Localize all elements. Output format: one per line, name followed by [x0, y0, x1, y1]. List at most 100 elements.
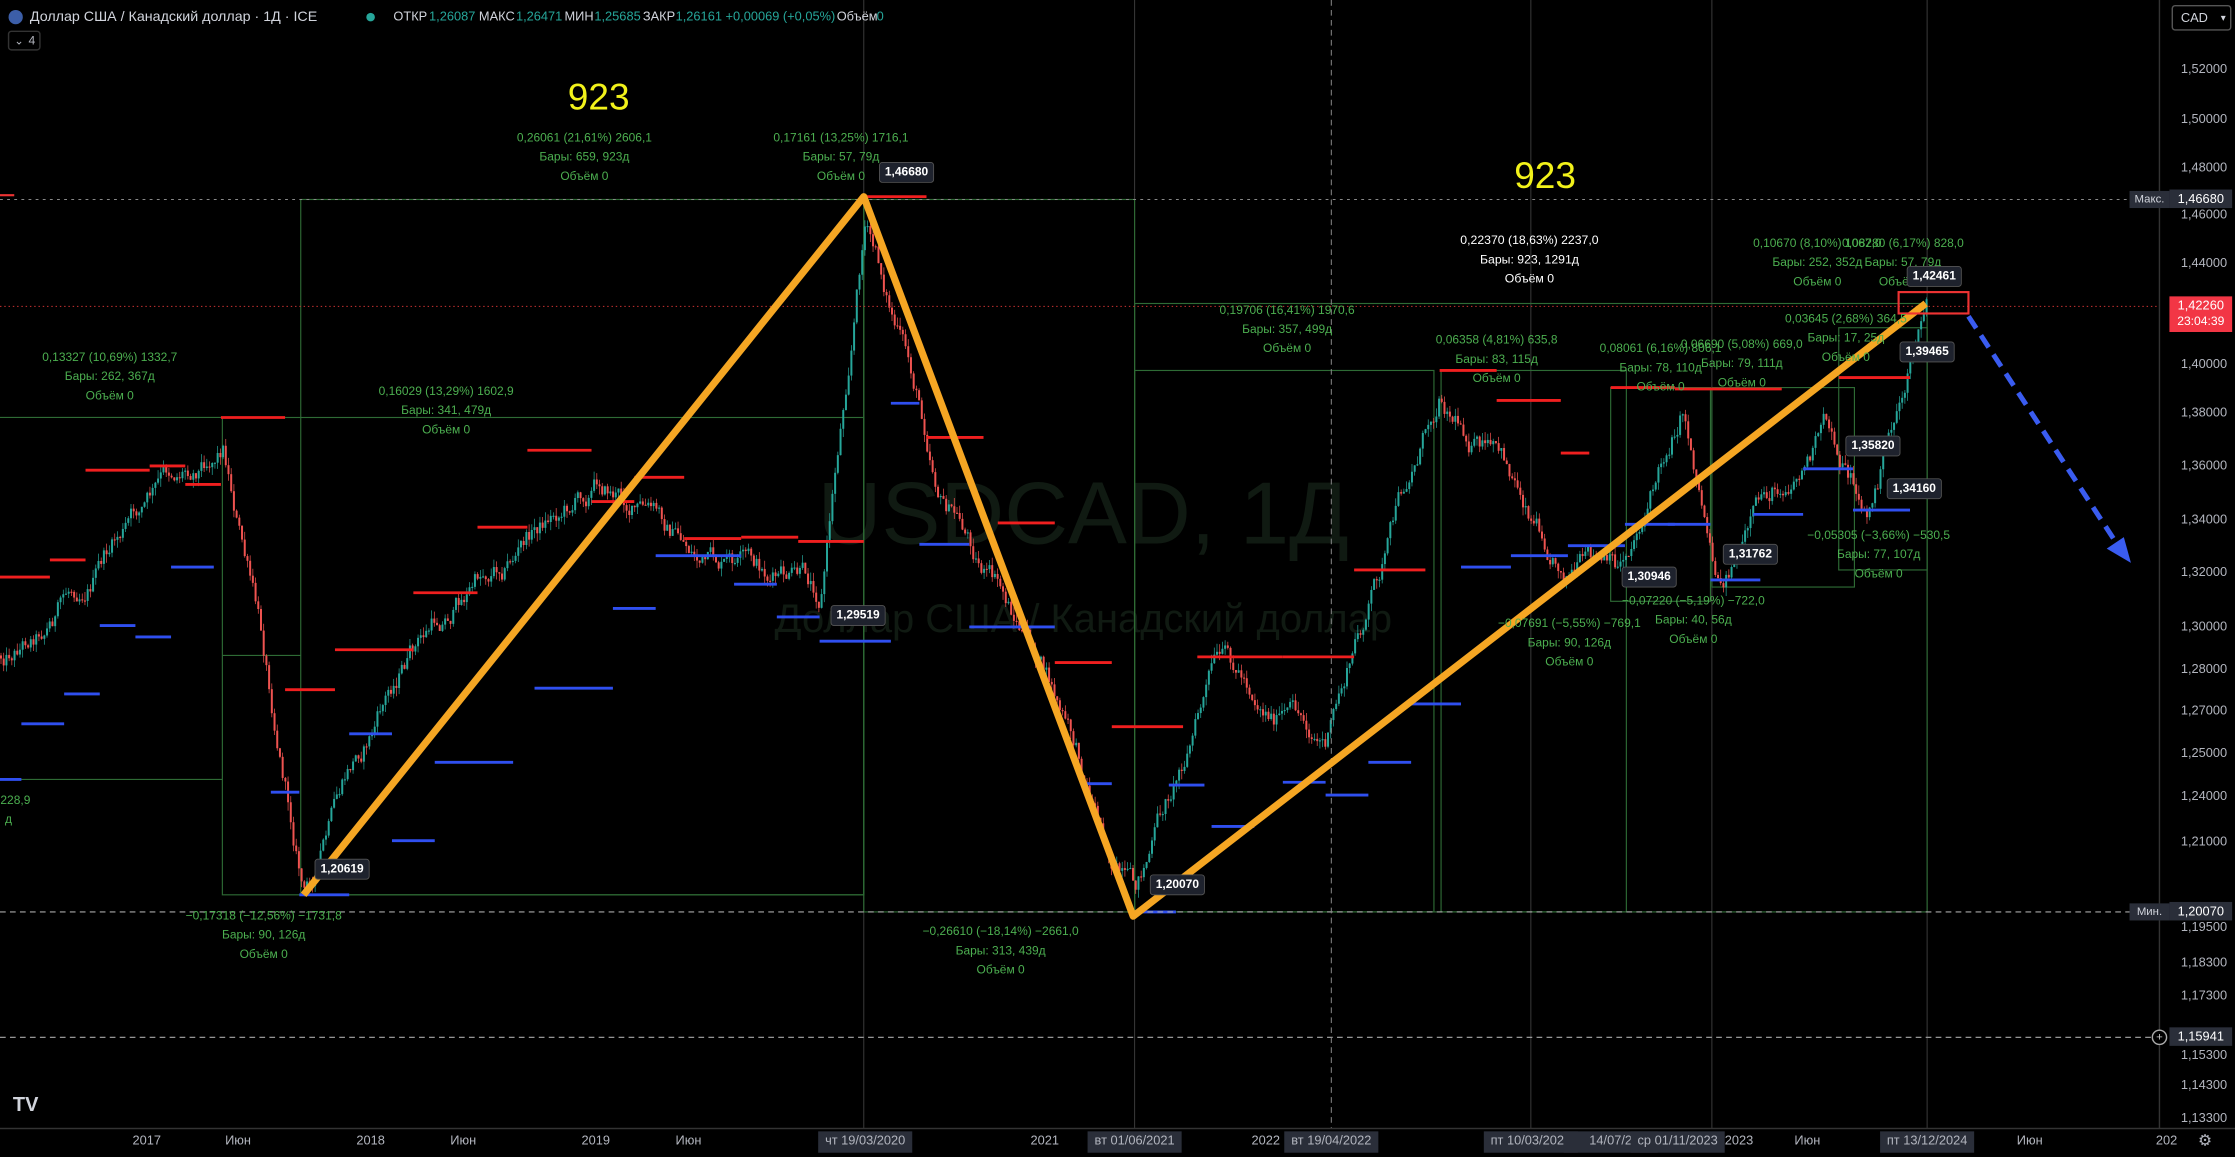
candle: [1289, 701, 1292, 708]
candle: [761, 568, 764, 571]
add-button[interactable]: [2151, 1029, 2168, 1046]
candle: [928, 451, 931, 461]
measure-label: Бары: 341, 479д: [401, 403, 491, 417]
candle: [793, 567, 796, 569]
candle: [631, 505, 634, 516]
candle: [815, 592, 818, 602]
candle: [1554, 558, 1557, 564]
candle: [1010, 601, 1013, 615]
candle: [1329, 720, 1332, 733]
callout: 1,20619: [320, 861, 364, 875]
candle: [836, 455, 839, 473]
candle: [1335, 703, 1338, 710]
countdown: 23:04:39: [2177, 314, 2224, 328]
candle: [1213, 654, 1216, 664]
candle: [731, 553, 734, 564]
candle: [1451, 416, 1454, 422]
candle: [1259, 709, 1262, 711]
candle: [1573, 569, 1576, 572]
pivot-levels: [0, 195, 1911, 914]
time-label: 14/07/2: [1589, 1133, 1632, 1148]
candle: [1126, 868, 1129, 870]
candle: [1652, 489, 1655, 492]
candle: [788, 572, 791, 579]
candle: [820, 594, 823, 608]
candle: [522, 541, 525, 545]
candle: [869, 226, 872, 235]
candle: [614, 492, 617, 498]
candle: [950, 504, 953, 507]
currency-button[interactable]: [2171, 4, 2232, 31]
candle: [877, 246, 880, 264]
candle: [1641, 526, 1644, 533]
candle: [555, 515, 558, 521]
candle: [1475, 436, 1478, 439]
candle: [265, 655, 268, 666]
candle: [343, 779, 346, 781]
callout-box: [1722, 543, 1778, 565]
callout: 1,46680: [885, 165, 929, 179]
measure-label: −2228,9: [0, 793, 31, 807]
candle: [598, 484, 601, 487]
candle: [1064, 711, 1067, 719]
candle: [389, 689, 392, 694]
candle: [384, 695, 387, 706]
candle: [920, 400, 923, 419]
candle: [1042, 656, 1045, 670]
callout-box: [1621, 566, 1677, 588]
candle: [853, 322, 856, 351]
price-axis: [2159, 0, 2235, 1129]
candle: [46, 628, 49, 636]
candle: [1446, 411, 1449, 414]
candle: [54, 616, 57, 627]
candle: [154, 482, 157, 488]
close-label: ЗАКР: [643, 8, 675, 23]
indicators-toggle[interactable]: [7, 30, 41, 51]
candle: [1207, 670, 1210, 685]
symbol-title[interactable]: Доллар США / Канадский доллар · 1Д · ICE: [30, 9, 317, 25]
candle: [538, 522, 541, 534]
candle: [750, 548, 753, 556]
candle: [75, 597, 78, 602]
candle: [872, 234, 875, 247]
measure-label: Бары: 57, 79д: [803, 150, 880, 164]
candle: [712, 547, 715, 557]
candle: [926, 434, 929, 452]
candle: [1186, 753, 1189, 767]
candle: [1297, 710, 1300, 714]
candle: [449, 620, 452, 624]
candle: [192, 473, 195, 480]
candle: [78, 599, 81, 602]
settings-icon[interactable]: ⚙: [2198, 1132, 2212, 1149]
price-label: 1,36000: [2181, 457, 2227, 472]
candle: [1711, 542, 1714, 562]
candle: [1814, 436, 1817, 448]
candle: [1275, 715, 1278, 725]
price-label: 1,27000: [2181, 702, 2227, 717]
candle: [219, 452, 222, 458]
candle: [744, 549, 747, 552]
candle: [1142, 867, 1145, 878]
candle: [519, 541, 522, 548]
price-label: 1,24000: [2181, 788, 2227, 803]
candle: [208, 466, 211, 468]
candle: [937, 486, 940, 498]
candle: [704, 557, 707, 560]
candle: [1508, 464, 1511, 477]
candle: [766, 576, 769, 581]
tag-bg: [2169, 1027, 2233, 1046]
candle: [1375, 579, 1378, 581]
candle: [295, 845, 298, 852]
candle: [1327, 732, 1330, 747]
measure-label: 0,13327 (10,69%) 1332,7: [42, 350, 177, 364]
candle: [698, 560, 701, 563]
candle: [901, 329, 904, 335]
candle: [444, 618, 447, 625]
candle: [492, 567, 495, 577]
currency[interactable]: CAD: [2181, 10, 2208, 25]
candle: [931, 460, 934, 473]
candle: [232, 491, 235, 511]
callout: 1,34160: [1893, 481, 1937, 495]
candle: [1278, 713, 1281, 716]
min-tag-label: Мин.: [2137, 906, 2162, 918]
